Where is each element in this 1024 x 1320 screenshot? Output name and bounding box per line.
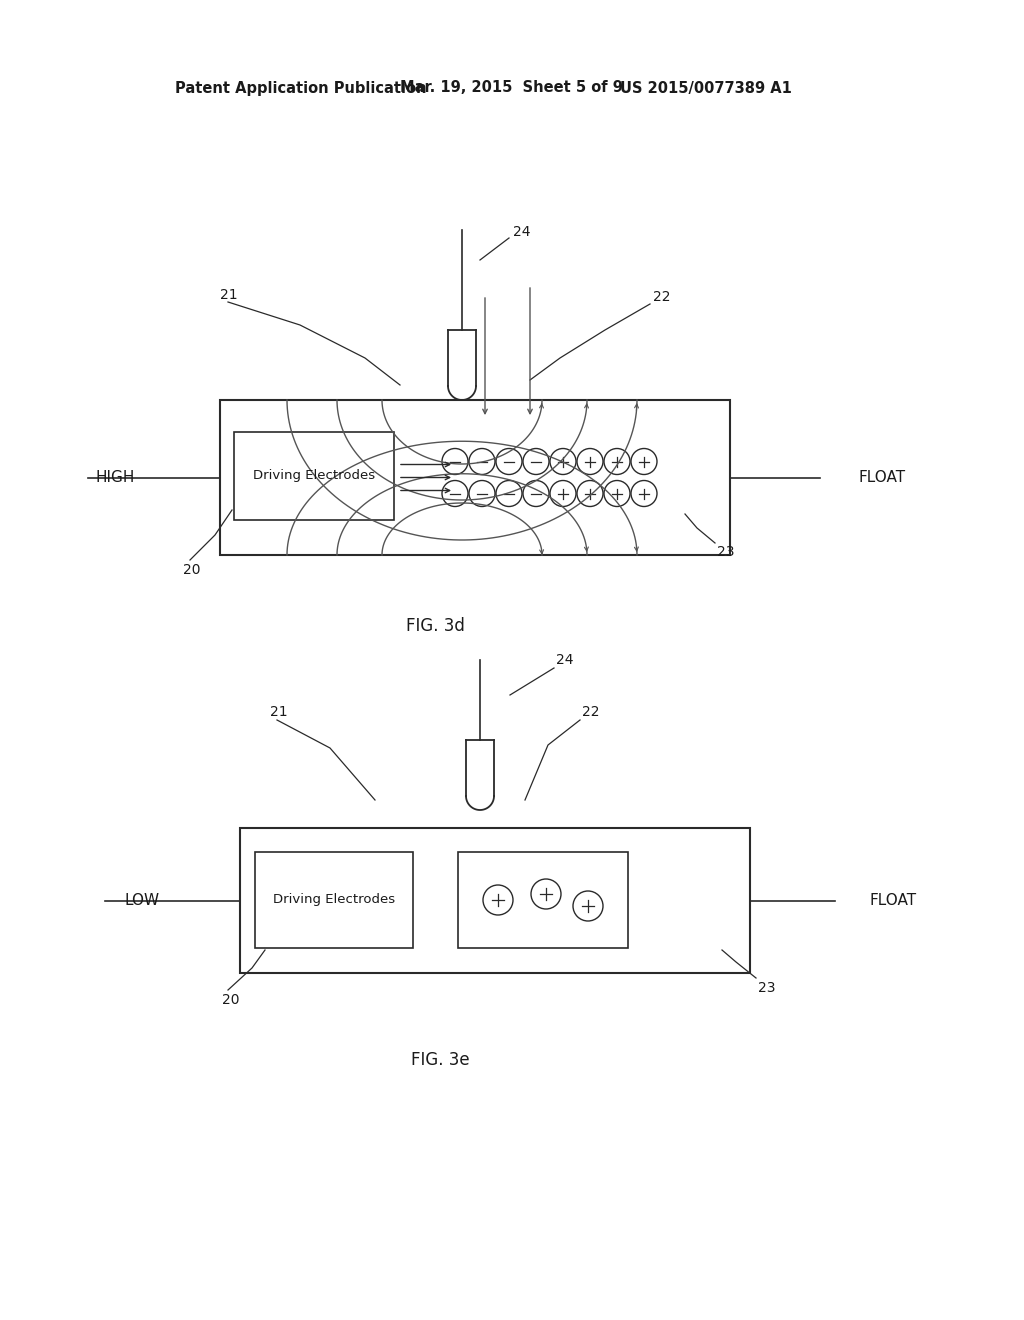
Text: HIGH: HIGH xyxy=(95,470,135,484)
Text: 23: 23 xyxy=(758,981,775,995)
Bar xyxy=(458,851,628,948)
Text: 21: 21 xyxy=(270,705,288,719)
Bar xyxy=(240,828,750,973)
Text: 23: 23 xyxy=(717,545,734,558)
Text: 24: 24 xyxy=(513,224,530,239)
Text: Patent Application Publication: Patent Application Publication xyxy=(175,81,427,95)
Text: 22: 22 xyxy=(653,290,671,304)
Text: 22: 22 xyxy=(582,705,599,719)
Text: Driving Electrodes: Driving Electrodes xyxy=(273,894,395,907)
Text: US 2015/0077389 A1: US 2015/0077389 A1 xyxy=(620,81,792,95)
Text: FIG. 3d: FIG. 3d xyxy=(406,616,465,635)
Text: LOW: LOW xyxy=(125,894,160,908)
Bar xyxy=(220,400,730,554)
Text: FLOAT: FLOAT xyxy=(858,470,905,484)
Text: Mar. 19, 2015  Sheet 5 of 9: Mar. 19, 2015 Sheet 5 of 9 xyxy=(400,81,623,95)
Text: 20: 20 xyxy=(183,564,201,577)
Bar xyxy=(234,432,394,520)
Text: 24: 24 xyxy=(556,653,573,667)
Text: FIG. 3e: FIG. 3e xyxy=(411,1051,469,1069)
Text: 20: 20 xyxy=(222,993,240,1007)
Text: FLOAT: FLOAT xyxy=(869,894,916,908)
Text: 21: 21 xyxy=(220,288,238,302)
Bar xyxy=(255,851,413,948)
Text: Driving Electrodes: Driving Electrodes xyxy=(253,470,375,483)
